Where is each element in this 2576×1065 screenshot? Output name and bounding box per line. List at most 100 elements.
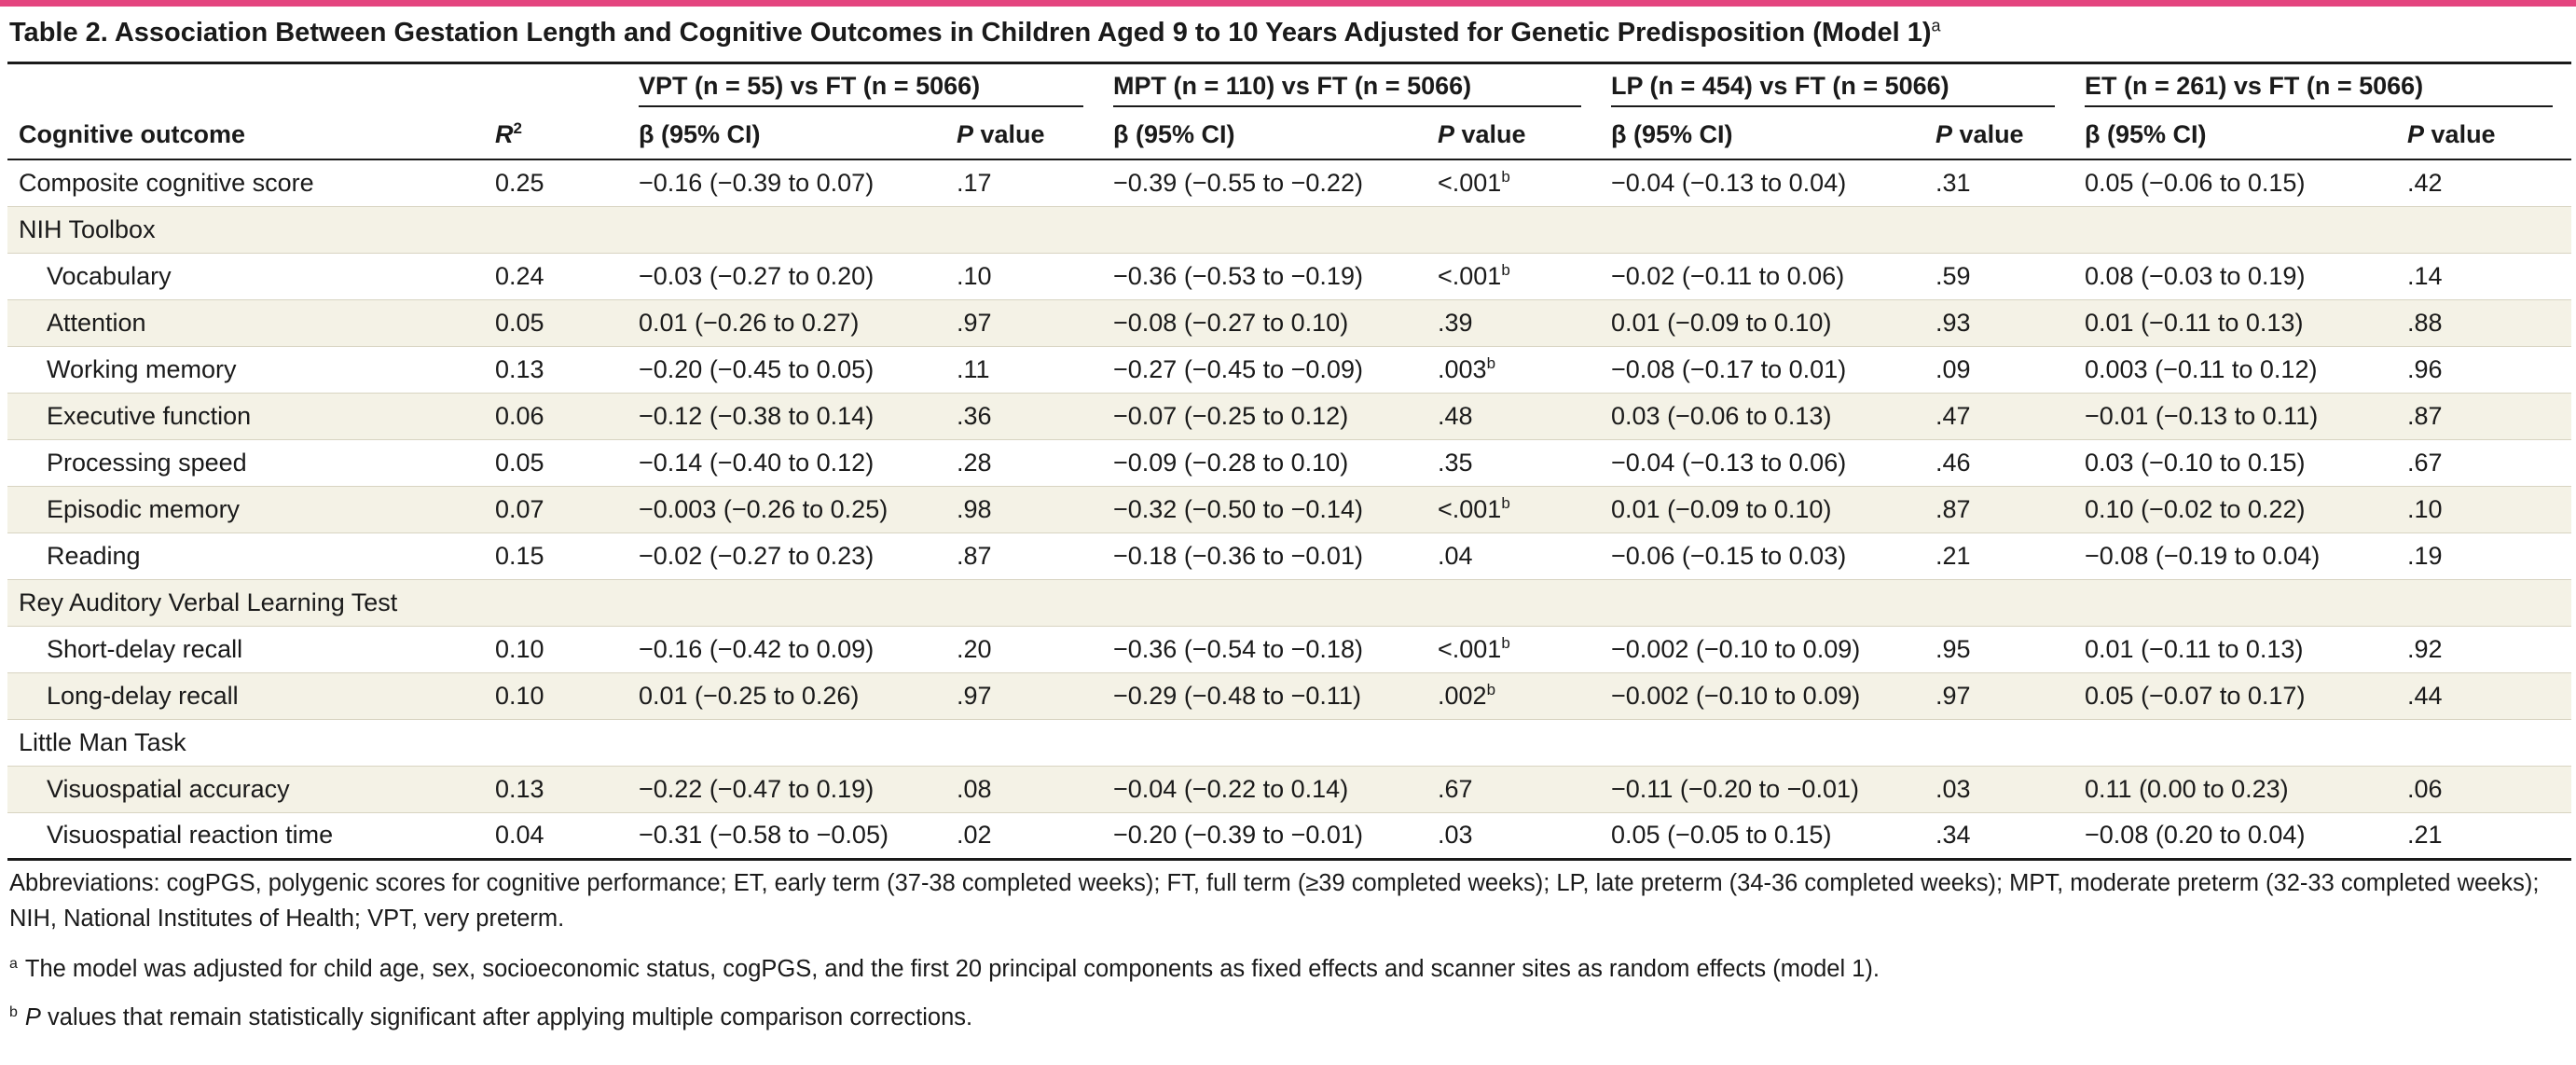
p-value: .93 (1935, 308, 1971, 337)
table-row: Processing speed 0.05 −0.14 (−0.40 to 0.12… (7, 439, 2572, 487)
beta-ci-value: 0.01 (−0.11 to 0.13) (2073, 626, 2397, 673)
section-row: NIH Toolbox (7, 206, 2572, 254)
p-value-cell: .87 (1924, 486, 2074, 533)
beta-ci-value: −0.12 (−0.38 to 0.14) (627, 393, 945, 440)
p-value-cell: .97 (1924, 672, 2074, 720)
p-value-cell: .35 (1426, 439, 1601, 487)
p-value: .03 (1935, 774, 1971, 803)
p-value-cell: <.001b (1426, 253, 1601, 300)
beta-ci-value: −0.11 (−0.20 to −0.01) (1600, 766, 1925, 813)
significance-mark: b (1501, 493, 1510, 512)
table-body: Composite cognitive score 0.25 −0.16 (−0.3… (7, 159, 2572, 861)
p-value: .17 (957, 168, 992, 197)
p-value-cell: .08 (945, 766, 1102, 813)
row-label: Short-delay recall (7, 626, 484, 673)
table-row: Visuospatial reaction time 0.04 −0.31 (−0.… (7, 812, 2572, 861)
p-value: .87 (957, 541, 992, 570)
footnote-b-text: values that remain statistically signifi… (40, 1004, 973, 1030)
p-value: .28 (957, 448, 992, 477)
p-value: .10 (2407, 494, 2443, 523)
table-title: Table 2. Association Between Gestation L… (9, 11, 2564, 54)
p-value: .34 (1935, 821, 1971, 849)
beta-ci-value: 0.05 (−0.05 to 0.15) (1600, 812, 1925, 861)
row-label: Long-delay recall (7, 672, 484, 720)
p-value: .48 (1438, 401, 1473, 430)
table-row: Long-delay recall 0.10 0.01 (−0.25 to 0.26… (7, 672, 2572, 720)
p-value-cell: .95 (1924, 626, 2074, 673)
p-value: .42 (2407, 168, 2443, 197)
p-value-cell: .002b (1426, 672, 1601, 720)
p-value-cell: .10 (945, 253, 1102, 300)
beta-ci-value: 0.01 (−0.26 to 0.27) (627, 299, 945, 347)
p-value-cell: .04 (1426, 532, 1601, 580)
group-header-blank (7, 64, 484, 111)
footnote-a-mark: a (9, 955, 18, 972)
p-value-cell: .21 (2396, 812, 2572, 861)
beta-ci-value: −0.002 (−0.10 to 0.09) (1600, 626, 1925, 673)
group-header-blank (484, 64, 627, 111)
beta-ci-value: 0.10 (−0.02 to 0.22) (2073, 486, 2397, 533)
p-value-cell: .93 (1924, 299, 2074, 347)
p-value-cell: .47 (1924, 393, 2074, 440)
table-row: Episodic memory 0.07 −0.003 (−0.26 to 0.25… (7, 486, 2572, 533)
p-value: .21 (2407, 821, 2443, 849)
col-header-beta: β (95% CI) (1600, 111, 1925, 160)
beta-ci-value: 0.01 (−0.25 to 0.26) (627, 672, 945, 720)
beta-ci-value: −0.16 (−0.39 to 0.07) (627, 159, 945, 207)
r2-value: 0.06 (484, 393, 627, 440)
beta-ci-value: 0.01 (−0.09 to 0.10) (1600, 299, 1925, 347)
section-label: Little Man Task (7, 719, 2572, 767)
p-value: .88 (2407, 308, 2443, 337)
p-value-cell: .31 (1924, 159, 2074, 207)
p-value-cell: <.001b (1426, 159, 1601, 207)
significance-mark: b (1486, 680, 1496, 698)
row-label: Episodic memory (7, 486, 484, 533)
title-rule (7, 62, 2571, 64)
col-header-p: P value (1924, 111, 2074, 160)
beta-ci-value: 0.03 (−0.06 to 0.13) (1600, 393, 1925, 440)
beta-ci-value: −0.08 (−0.19 to 0.04) (2073, 532, 2397, 580)
p-value: .09 (1935, 354, 1971, 383)
p-value-cell: <.001b (1426, 626, 1601, 673)
beta-ci-value: 0.003 (−0.11 to 0.12) (2073, 346, 2397, 394)
p-value-cell: .36 (945, 393, 1102, 440)
beta-ci-value: −0.003 (−0.26 to 0.25) (627, 486, 945, 533)
p-value-cell: .10 (2396, 486, 2572, 533)
beta-ci-value: −0.08 (−0.17 to 0.01) (1600, 346, 1925, 394)
p-value-cell: .44 (2396, 672, 2572, 720)
p-value-cell: .42 (2396, 159, 2572, 207)
abbreviations-note: Abbreviations: cogPGS, polygenic scores … (9, 870, 2540, 932)
p-value: .67 (1438, 774, 1473, 803)
col-header-p: P value (945, 111, 1102, 160)
p-value: .10 (957, 261, 992, 290)
footnote-b-mark: b (9, 1003, 18, 1020)
p-value: .19 (2407, 541, 2443, 570)
beta-ci-value: −0.06 (−0.15 to 0.03) (1600, 532, 1925, 580)
section-row: Little Man Task (7, 719, 2572, 767)
beta-ci-value: −0.002 (−0.10 to 0.09) (1600, 672, 1925, 720)
p-value: .04 (1438, 541, 1473, 570)
p-value: .21 (1935, 541, 1971, 570)
p-value: .06 (2407, 774, 2443, 803)
r2-value: 0.10 (484, 672, 627, 720)
p-value-cell: .67 (1426, 766, 1601, 813)
p-value: .87 (2407, 401, 2443, 430)
p-value-cell: .14 (2396, 253, 2572, 300)
beta-ci-value: −0.04 (−0.22 to 0.14) (1102, 766, 1426, 813)
p-value-cell: .11 (945, 346, 1102, 394)
r2-value: 0.25 (484, 159, 627, 207)
beta-ci-value: −0.31 (−0.58 to −0.05) (627, 812, 945, 861)
beta-ci-value: −0.18 (−0.36 to −0.01) (1102, 532, 1426, 580)
p-value: .03 (1438, 821, 1473, 849)
p-value: .02 (957, 821, 992, 849)
title-footnote-mark: a (1931, 16, 1941, 35)
p-value-cell: .92 (2396, 626, 2572, 673)
row-label: Processing speed (7, 439, 484, 487)
r2-value: 0.13 (484, 346, 627, 394)
group-header-mpt: MPT (n = 110) vs FT (n = 5066) (1102, 64, 1600, 111)
col-header-r2: R2 (484, 111, 627, 160)
p-value: .47 (1935, 401, 1971, 430)
beta-ci-value: 0.03 (−0.10 to 0.15) (2073, 439, 2397, 487)
table-row: Short-delay recall 0.10 −0.16 (−0.42 to 0.… (7, 626, 2572, 673)
